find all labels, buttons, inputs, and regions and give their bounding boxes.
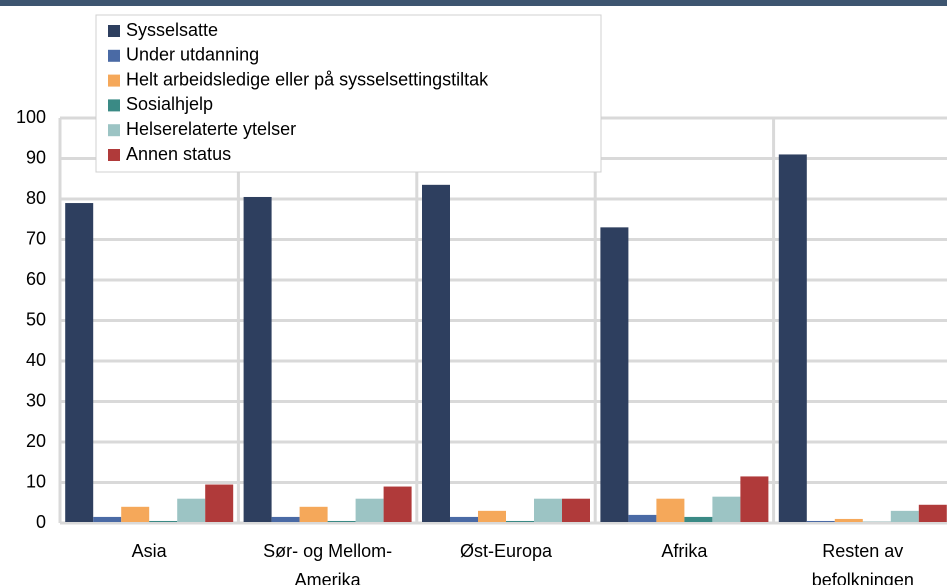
y-tick-label: 90 [26,147,46,167]
y-tick-label: 40 [26,350,46,370]
bar [65,203,94,524]
y-tick-label: 20 [26,431,46,451]
y-tick-label: 60 [26,269,46,289]
bar [271,516,300,523]
y-tick-label: 50 [26,309,46,329]
y-tick-label: 10 [26,471,46,491]
bar [355,498,384,523]
legend-label: Annen status [126,144,231,164]
x-tick-label: Resten av befolkningen [811,541,914,585]
bar [740,476,769,523]
bar [383,486,412,523]
bar [506,520,534,523]
bar [121,506,150,523]
bar [299,506,328,523]
x-tick-label: Øst-Europa [459,541,553,561]
y-tick-label: 100 [16,107,46,127]
legend-swatch [108,124,120,137]
bar [205,484,234,523]
bar [243,196,272,523]
bar [834,518,863,523]
bar [177,498,206,523]
legend: Sysselsatte Under utdanning Helt arbeidsle… [95,14,602,173]
legend-swatch [108,149,120,161]
bar [628,514,657,523]
bar [890,510,919,523]
bar [534,498,562,523]
legend-swatch [108,99,120,112]
bar [422,184,450,523]
bar [600,227,629,523]
legend-label: Under utdanning [126,45,259,65]
x-tick-label: Sør- og Mellom-Amerika [263,541,393,585]
legend-label: Helserelaterte ytelser [126,119,296,139]
bar [562,498,590,523]
y-tick-label: 80 [26,188,46,208]
x-tick-label: Asia [131,541,167,561]
bar [93,516,122,523]
bar [478,510,506,523]
y-tick-label: 70 [26,228,46,248]
bar [450,516,478,523]
top-band [0,0,947,6]
legend-swatch [108,49,120,62]
legend-swatch [108,25,120,37]
bar [684,516,713,523]
legend-label: Sysselsatte [126,20,218,40]
bar [918,504,947,523]
bar [712,496,741,523]
legend-label: Helt arbeidsledige eller på sysselsettin… [126,69,489,89]
grid [58,116,947,525]
legend-label: Sosialhjelp [126,94,213,114]
bar [327,520,356,523]
x-tick-label: Afrika [661,541,708,561]
y-tick-label: 0 [36,512,46,532]
legend-box [95,14,602,173]
y-tick-label: 30 [26,390,46,410]
bar [656,498,685,523]
bar [806,520,835,523]
bar [149,520,178,523]
legend-swatch [108,74,120,87]
bar [778,154,807,523]
